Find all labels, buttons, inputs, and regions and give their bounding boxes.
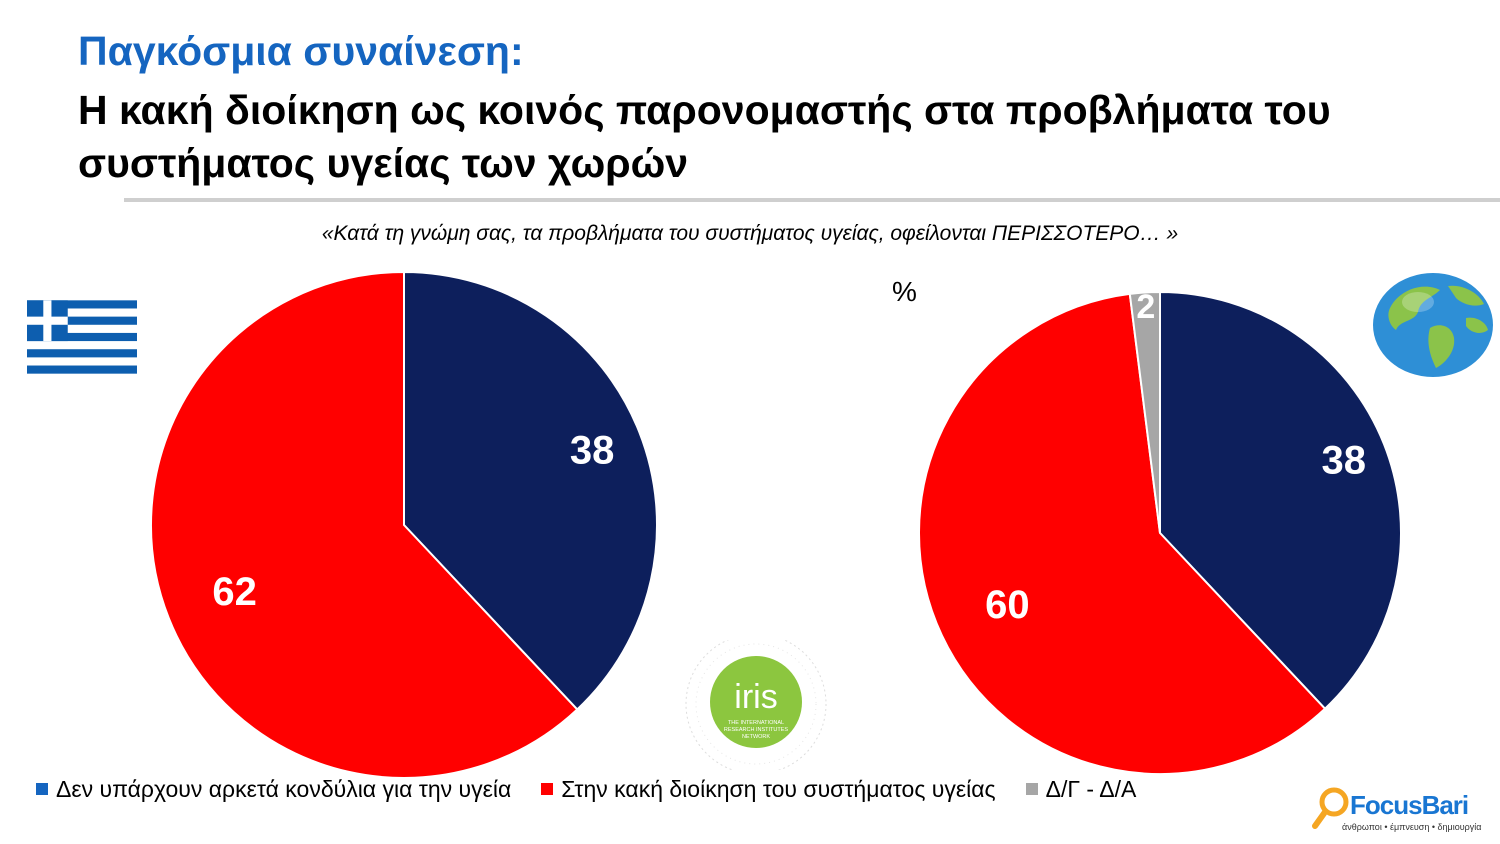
pie-label-dk: 2 — [1136, 288, 1155, 326]
globe-icon — [1373, 273, 1493, 377]
focusbari-name: FocusBari — [1350, 790, 1469, 820]
magnifier-icon — [1312, 787, 1349, 829]
iris-logo-tagline-3: NETWORK — [742, 734, 770, 740]
greek-flag-icon — [27, 300, 137, 374]
pie-chart-greece: 38 62 — [150, 270, 658, 779]
iris-logo-name: iris — [734, 678, 777, 716]
pie-label-funding: 38 — [570, 428, 615, 472]
pie-slice-management — [150, 270, 579, 779]
title-line-1: Παγκόσμια συναίνεση: — [78, 28, 524, 74]
pie-slice-funding — [1159, 290, 1402, 711]
title-line-2: Η κακή διοίκηση ως κοινός παρονομαστής σ… — [78, 87, 1331, 187]
pie-label-funding: 38 — [1321, 438, 1366, 482]
iris-logo-tagline-1: THE INTERNATIONAL — [728, 720, 784, 726]
survey-question: «Κατά τη γνώμη σας, τα προβλήματα του συ… — [321, 222, 1179, 245]
legend-swatch-funding — [36, 783, 48, 795]
legend-item-dk: Δ/Γ - Δ/Α — [1025, 775, 1137, 803]
focusbari-logo: FocusBari άνθρωποι • έμπνευση • δημιουργ… — [1312, 786, 1484, 834]
legend-swatch-management — [541, 783, 554, 795]
pie-chart-world: 38 60 2 — [918, 288, 1402, 775]
legend-item-management: Στην κακή διοίκηση του συστήματος υγείας — [541, 775, 996, 803]
unit-label: % — [892, 276, 917, 307]
pie-slice-management — [918, 292, 1327, 775]
title-divider — [124, 198, 1500, 202]
pie-label-management: 60 — [985, 583, 1030, 627]
iris-logo-icon: iris THE INTERNATIONAL RESEARCH INSTITUT… — [685, 640, 827, 770]
pie-slice-funding — [403, 270, 658, 711]
legend-label-funding: Δεν υπάρχουν αρκετά κονδύλια για την υγε… — [56, 775, 512, 802]
focusbari-tagline: άνθρωποι • έμπνευση • δημιουργία — [1342, 822, 1482, 832]
legend-label-management: Στην κακή διοίκηση του συστήματος υγείας — [561, 775, 996, 802]
legend-label-dk: Δ/Γ - Δ/Α — [1045, 775, 1137, 802]
legend-item-funding: Δεν υπάρχουν αρκετά κονδύλια για την υγε… — [36, 776, 511, 803]
iris-logo-tagline-2: RESEARCH INSTITUTES — [724, 727, 789, 733]
chart-legend: Δεν υπάρχουν αρκετά κονδύλια για την υγε… — [36, 772, 1166, 806]
legend-swatch-dk — [1025, 783, 1038, 795]
pie-label-management: 62 — [212, 570, 256, 614]
pie-slice-dk — [1128, 290, 1161, 534]
